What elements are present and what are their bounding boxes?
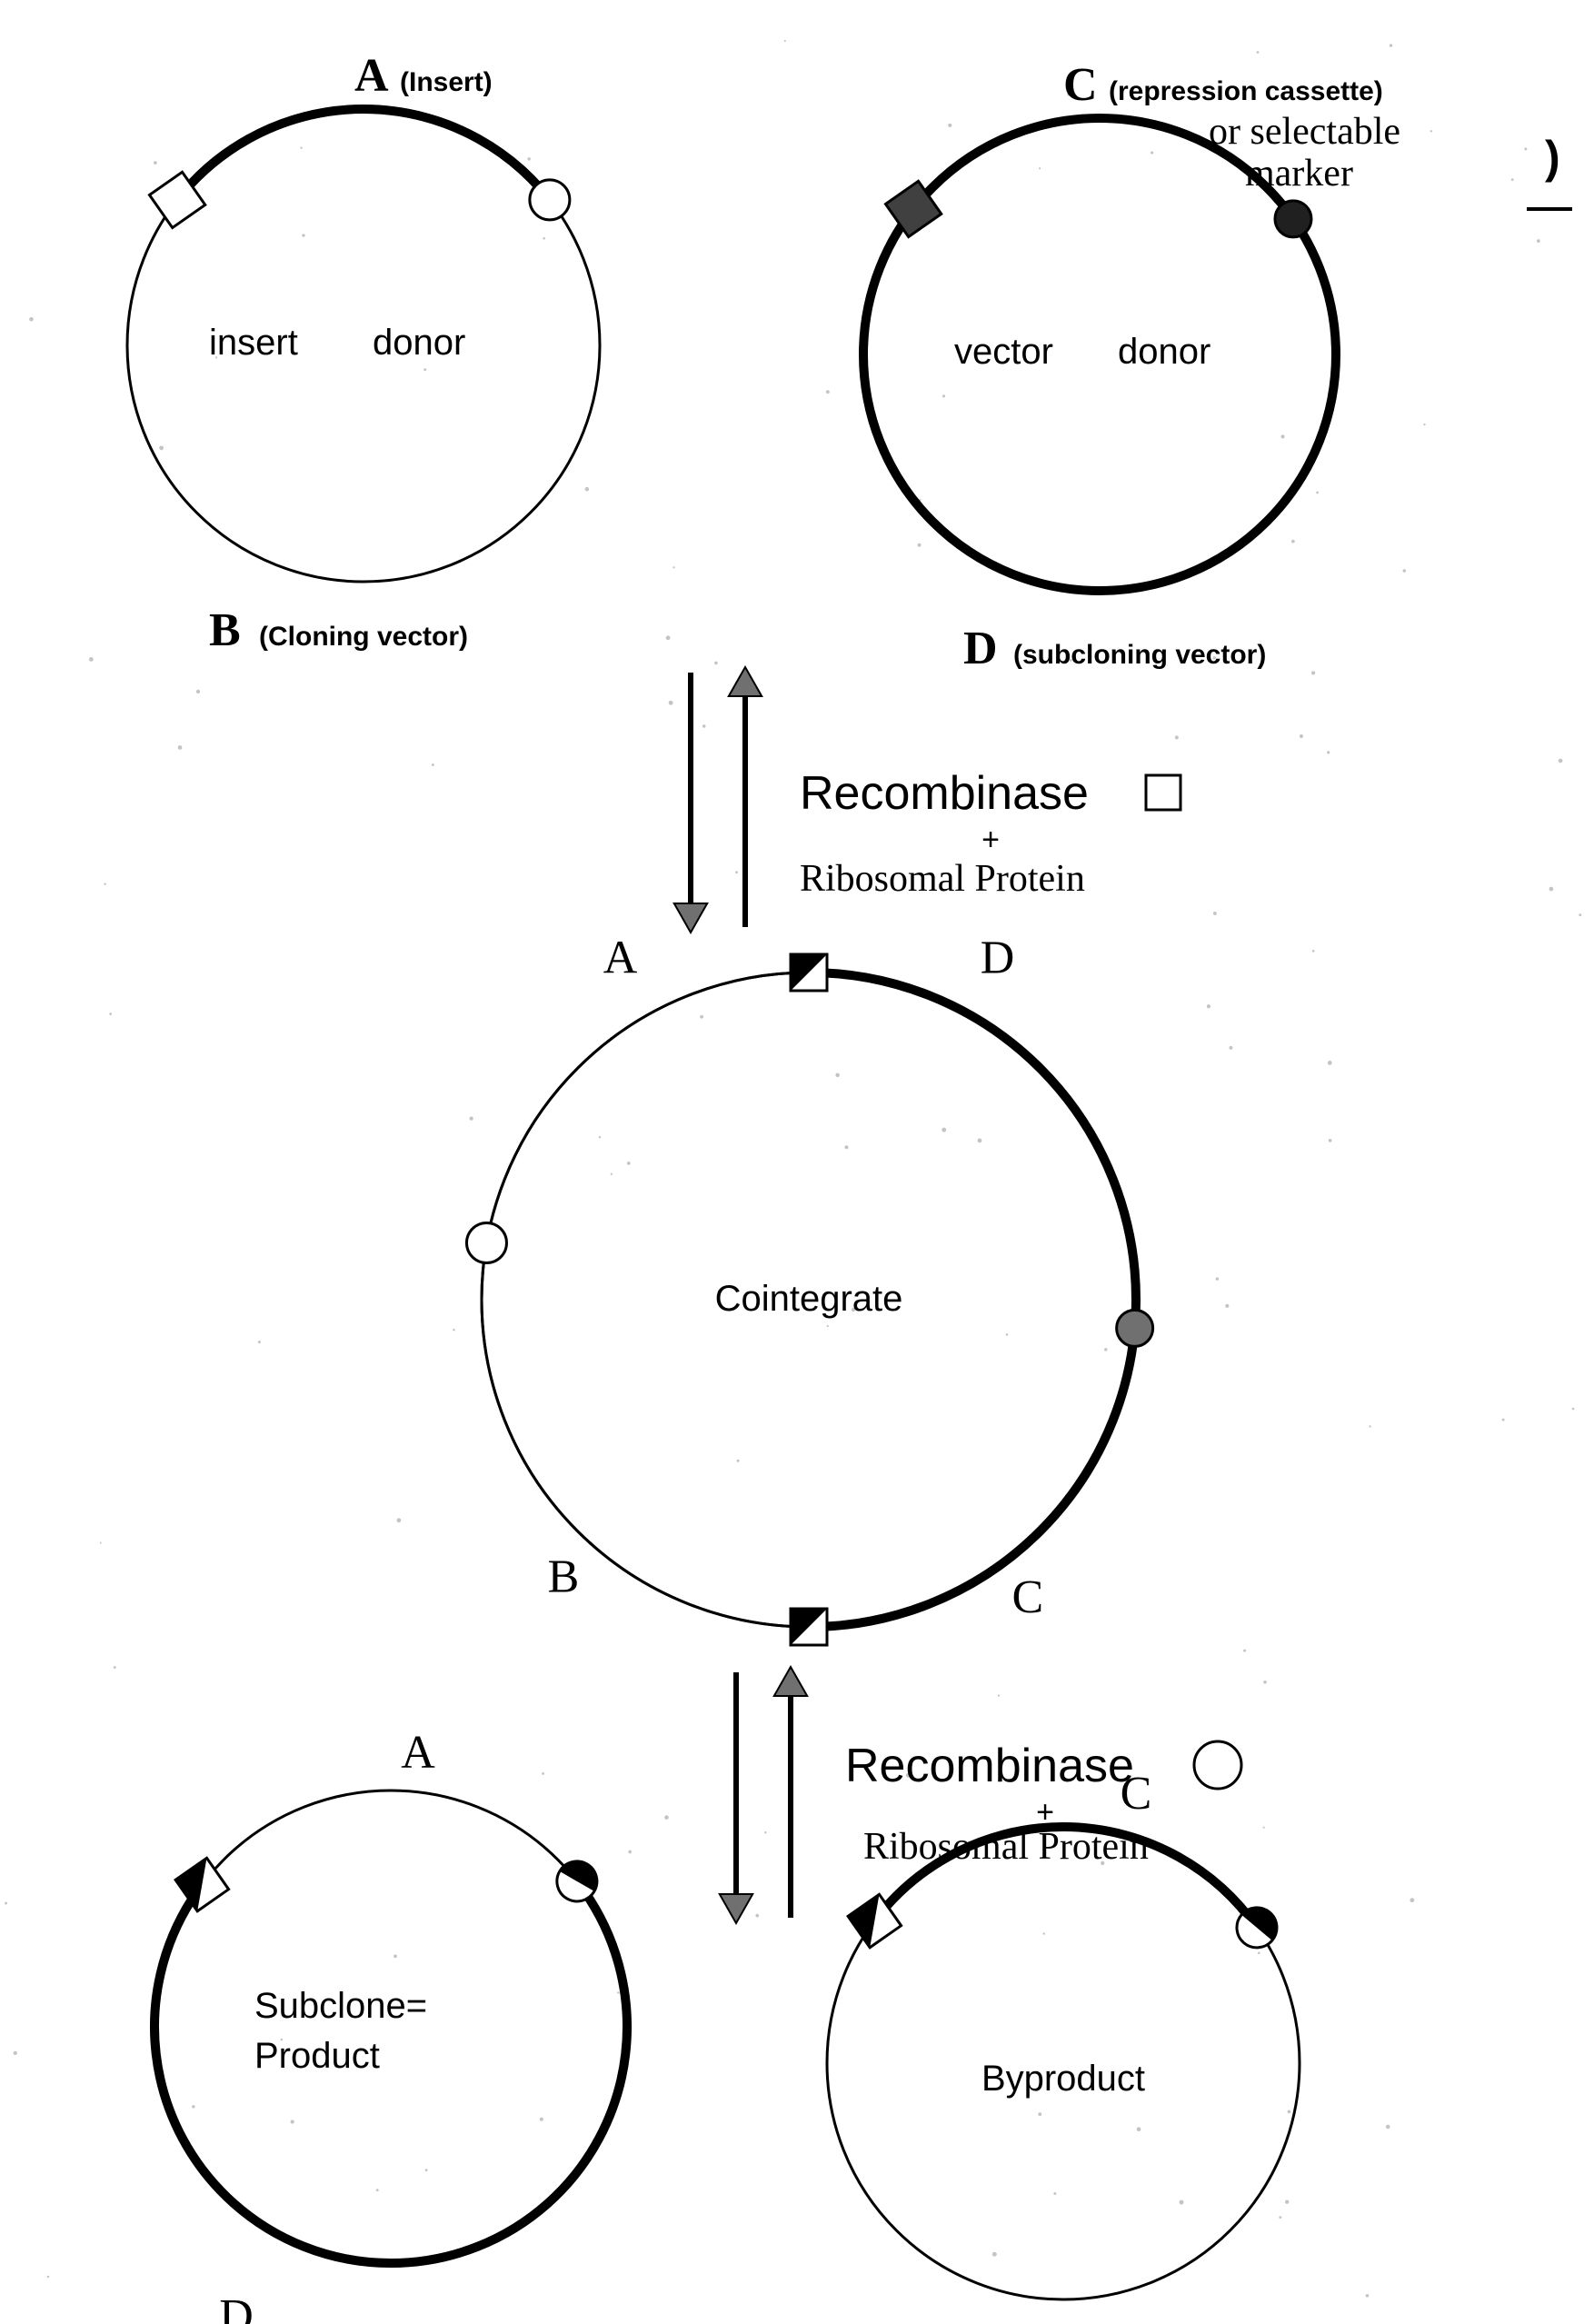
- svg-text:(Insert): (Insert): [400, 67, 493, 97]
- svg-text:Recombinase: Recombinase: [845, 1740, 1134, 1792]
- svg-text:C: C: [1121, 1768, 1152, 1820]
- svg-text:insert: insert: [209, 323, 298, 363]
- svg-text:donor: donor: [373, 323, 465, 363]
- svg-text:A: A: [354, 50, 389, 102]
- svg-text:or selectable: or selectable: [1209, 111, 1400, 153]
- svg-text:(subcloning vector): (subcloning vector): [1013, 640, 1266, 670]
- speckle: [5, 40, 1581, 2298]
- svg-text:D: D: [963, 623, 998, 674]
- svg-text:D: D: [219, 2290, 254, 2324]
- svg-text:): ): [1545, 132, 1560, 183]
- svg-text:Cointegrate: Cointegrate: [715, 1279, 903, 1319]
- svg-text:+: +: [981, 823, 1000, 857]
- svg-text:Recombinase: Recombinase: [800, 767, 1089, 820]
- diagram-root: insert donor A (Insert) B (Cloning vector) vec…: [0, 0, 1594, 2324]
- svg-text:(Cloning vector): (Cloning vector): [259, 622, 468, 652]
- svg-text:D: D: [981, 933, 1015, 984]
- svg-text:B: B: [209, 604, 241, 656]
- svg-text:(repression cassette): (repression cassette): [1109, 76, 1383, 106]
- svg-text:marker: marker: [1245, 153, 1353, 194]
- svg-text:Byproduct: Byproduct: [981, 2059, 1145, 2099]
- svg-text:donor: donor: [1118, 332, 1210, 372]
- svg-text:vector: vector: [954, 332, 1053, 372]
- svg-text:C: C: [1012, 1571, 1044, 1623]
- svg-text:A: A: [401, 1727, 435, 1779]
- svg-text:C: C: [1063, 59, 1098, 111]
- svg-text:A: A: [603, 933, 638, 984]
- svg-text:Ribosomal Protein: Ribosomal Protein: [800, 858, 1085, 900]
- svg-text:Subclone=: Subclone=: [254, 1986, 427, 2026]
- svg-text:B: B: [548, 1551, 580, 1603]
- svg-text:Product: Product: [254, 2036, 380, 2076]
